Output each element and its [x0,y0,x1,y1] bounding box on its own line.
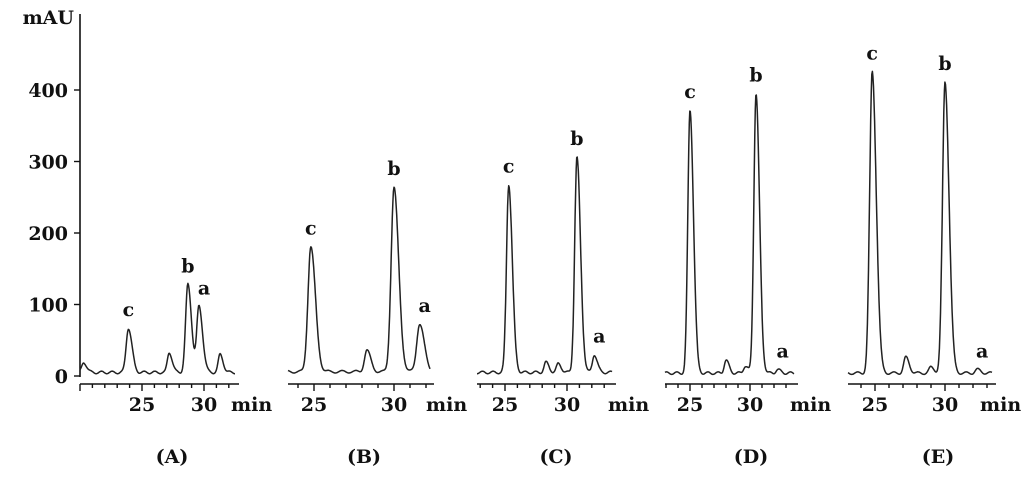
chromatogram-trace [79,282,236,375]
y-axis-unit: mAU [23,7,75,29]
x-axis-unit: min [608,394,649,416]
peak-label-c: c [305,218,317,240]
x-tick-label: 30 [737,394,763,416]
x-tick-label: 25 [301,394,327,416]
y-tick-label: 200 [28,223,68,245]
peak-label-a: a [418,295,430,317]
peak-label-c: c [123,299,135,321]
peak-label-b: b [570,128,583,150]
panel-label: (E) [922,446,954,468]
peak-label-c: c [866,42,878,64]
x-axis-unit: min [426,394,467,416]
y-tick-label: 0 [55,366,68,388]
chromatogram-panel: 25 30 min c b a (E) [847,42,1021,468]
panel-label: (D) [734,446,768,468]
y-axis: mAU 0 100 200 300 400 [23,7,81,388]
peak-label-a: a [776,341,788,363]
chromatogram-trace [287,186,431,374]
y-tick-label: 300 [28,152,68,174]
chromatogram-panel: 25 30 min c b a (D) [664,65,831,468]
x-tick-label: 25 [129,394,155,416]
x-tick-label: 30 [381,394,407,416]
x-axis-unit: min [980,394,1021,416]
chromatogram-panel: 25 30 min c b a (C) [476,128,649,468]
y-tick-group: 0 100 200 300 400 [28,80,80,388]
peak-label-c: c [684,81,696,103]
x-tick-label: 30 [554,394,580,416]
panel-label: (A) [156,446,189,468]
x-tick-label: 25 [492,394,518,416]
x-tick-label: 25 [862,394,888,416]
peak-label-c: c [503,155,515,177]
peak-label-b: b [181,255,194,277]
chromatogram-trace [476,156,613,375]
peak-label-b: b [938,53,951,75]
chromatogram-trace [664,94,795,376]
x-axis-unit: min [231,394,272,416]
y-tick-label: 100 [28,295,68,317]
x-tick-label: 30 [932,394,958,416]
peak-label-a: a [593,326,605,348]
panel-label: (C) [539,446,572,468]
chromatogram-panel: 25 30 min c b a (B) [287,158,467,468]
y-tick-label: 400 [28,80,68,102]
peak-label-b: b [749,65,762,87]
x-axis-unit: min [790,394,831,416]
chromatogram-trace [847,70,993,376]
x-tick-label: 25 [677,394,703,416]
peak-label-a: a [198,278,210,300]
peak-label-a: a [976,341,988,363]
panel-label: (B) [347,446,381,468]
chromatogram-panel: 25 30 min c ba (A) [79,255,272,468]
x-tick-label: 30 [191,394,217,416]
peak-label-b: b [387,158,400,180]
